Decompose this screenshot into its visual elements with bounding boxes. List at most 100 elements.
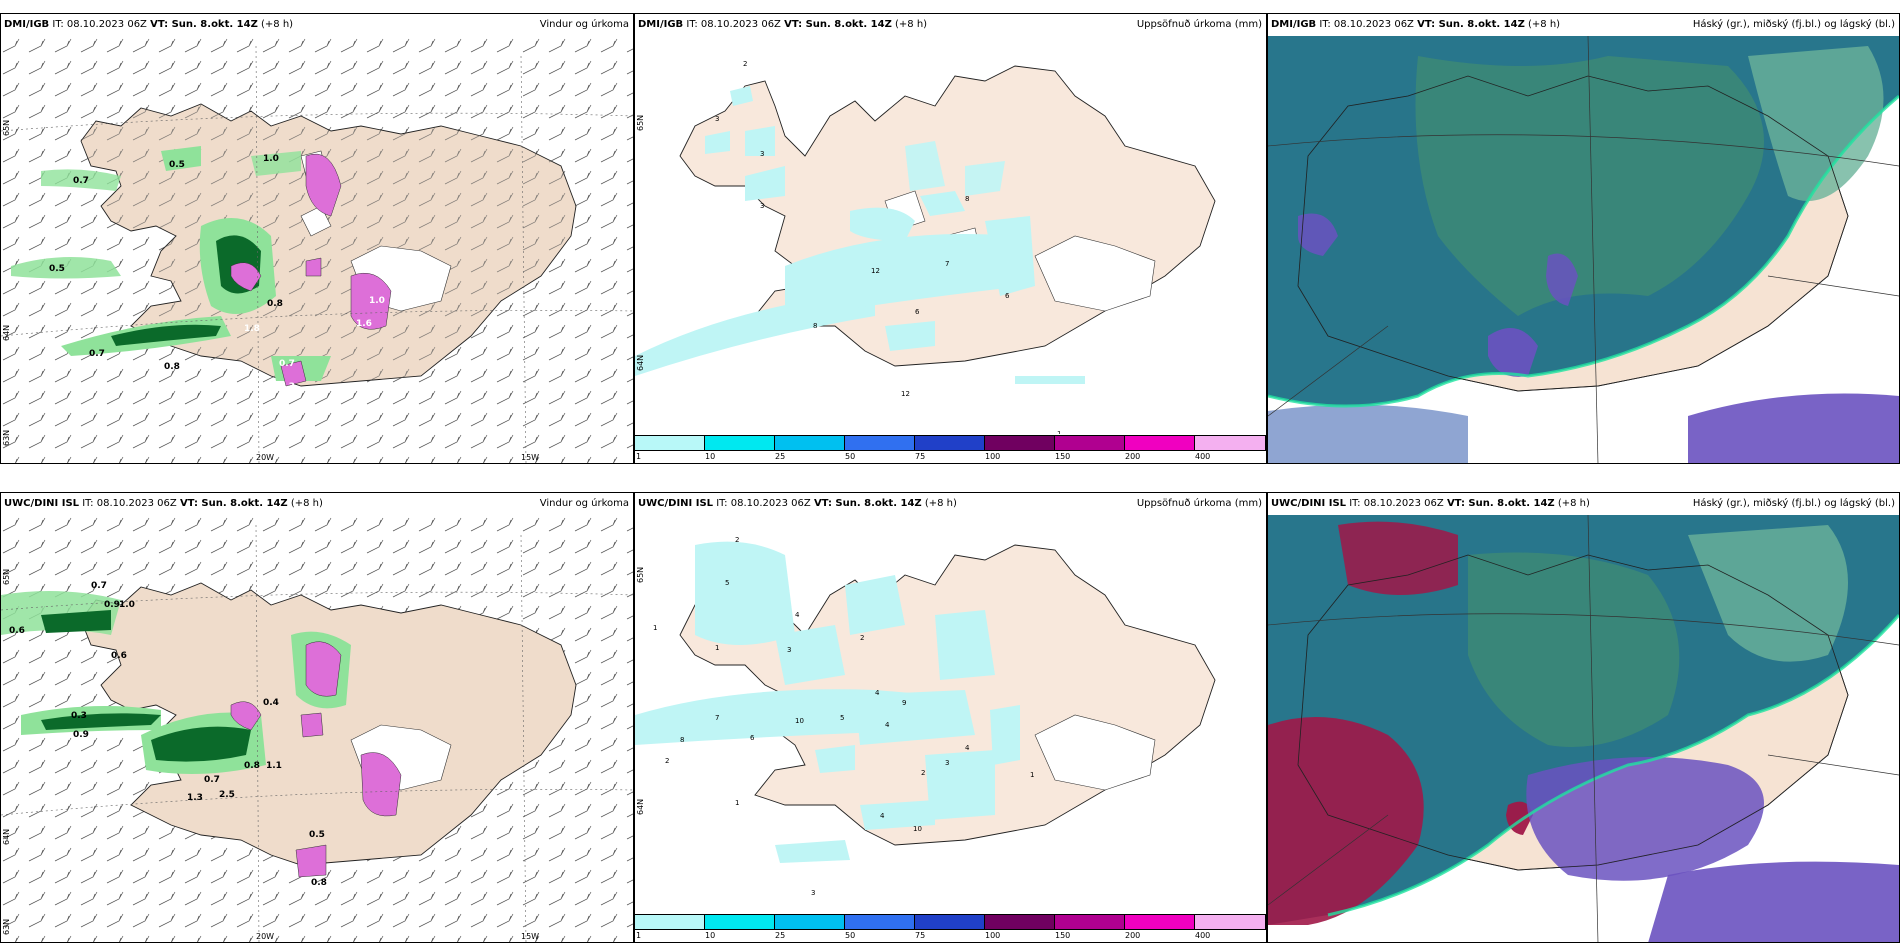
model-source: DMI/IGB [638, 19, 684, 30]
it-label: IT: [1349, 498, 1361, 509]
lat-label-65: 65N [2, 569, 11, 585]
panel-wind-precip-dmi: DMI/IGB IT: 08.10.2023 06Z VT: Sun. 8.ok… [0, 13, 634, 464]
precip-label: 0.7 [279, 359, 295, 369]
colorbar-swatch [1195, 914, 1266, 930]
colorbar-tick: 200 [1125, 931, 1141, 940]
lead-time: (+8 h) [1528, 19, 1561, 30]
it-label: IT: [1319, 19, 1331, 30]
lead-time: (+8 h) [924, 498, 957, 509]
lead-time: (+8 h) [1557, 498, 1590, 509]
accum-label: 7 [945, 260, 949, 268]
colorbar-swatch [985, 914, 1055, 930]
it-value: 08.10.2023 06Z [66, 19, 147, 30]
panel-header: UWC/DINI ISL IT: 08.10.2023 06Z VT: Sun.… [1, 493, 633, 515]
colorbar-swatch [775, 435, 845, 451]
colorbar-tick: 150 [1055, 452, 1071, 461]
precip-label: 1.3 [187, 793, 203, 803]
lead-time: (+8 h) [261, 19, 294, 30]
cloud-low-layer [1648, 861, 1899, 942]
colorbar-swatch [635, 435, 705, 451]
colorbar-tick: 25 [775, 452, 786, 461]
accum-label: 10 [913, 825, 922, 833]
lat-label-65: 65N [636, 115, 645, 131]
precip-label: 1.0 [369, 296, 385, 306]
vt-label: VT: Sun. 8.okt. 14Z [1446, 498, 1555, 509]
cloud-cover-map [1268, 515, 1899, 942]
model-source: UWC/DINI ISL [638, 498, 714, 509]
panel-header: DMI/IGB IT: 08.10.2023 06Z VT: Sun. 8.ok… [1268, 14, 1899, 36]
cloud-mid-layer [1415, 56, 1764, 316]
precip-label: 0.6 [9, 626, 25, 636]
colorbar-swatch [985, 435, 1055, 451]
colorbar-swatch [705, 914, 775, 930]
accum-label: 4 [880, 812, 885, 820]
accum-label: 9 [902, 699, 906, 707]
accum-label: 2 [665, 757, 669, 765]
colorbar-tick: 75 [915, 452, 926, 461]
accum-label: 3 [760, 150, 764, 158]
colorbar-swatch [915, 914, 985, 930]
accum-label: 4 [965, 744, 970, 752]
accum-label: 6 [750, 734, 755, 742]
accum-label: 3 [715, 115, 719, 123]
colorbar-tick: 75 [915, 931, 926, 940]
lon-label-20w: 20W [256, 453, 274, 462]
panel-header: UWC/DINI ISL IT: 08.10.2023 06Z VT: Sun.… [1268, 493, 1899, 515]
cloud-low-layer [1688, 393, 1899, 463]
precip-label: 1.0 [263, 154, 279, 164]
graticule [1268, 515, 1899, 942]
precip-colorbar: 1 10 25 50 75 100 150 200 400 [635, 435, 1266, 463]
precip-label: 0.7 [204, 775, 220, 785]
precip-colorbar: 1 10 25 50 75 100 150 200 400 [635, 914, 1266, 942]
panel-accum-precip-dmi: DMI/IGB IT: 08.10.2023 06Z VT: Sun. 8.ok… [634, 13, 1267, 464]
accum-label: 8 [680, 736, 684, 744]
vt-label: VT: Sun. 8.okt. 14Z [813, 498, 922, 509]
graticule [1268, 36, 1899, 463]
precip-label: 0.3 [71, 711, 87, 721]
accum-label: 12 [901, 390, 910, 398]
precip-label: 0.6 [111, 651, 127, 661]
accum-precip-map: 2 5 4 1 1 3 2 4 9 7 5 10 6 4 8 2 4 1 2 3… [635, 536, 1216, 897]
accum-label: 4 [875, 689, 880, 697]
accum-label: 2 [743, 60, 747, 68]
precip-label: 1.8 [244, 324, 260, 334]
precip-label: 0.5 [169, 160, 185, 170]
accum-label: 2 [921, 769, 925, 777]
accum-label: 6 [915, 308, 920, 316]
colorbar-tick: 200 [1125, 452, 1141, 461]
accum-shading [635, 541, 1020, 863]
wind-precip-map: 65N 64N 63N 20W 15W 0.7 0.5 1.0 0.5 0.8 … [1, 36, 633, 463]
land-outline [1297, 75, 1849, 392]
accum-label: 3 [787, 646, 791, 654]
graticule [1, 45, 633, 463]
precip-shading [11, 146, 392, 387]
model-source: DMI/IGB [4, 19, 50, 30]
colorbar-tick: 400 [1195, 931, 1211, 940]
land-iceland [80, 582, 577, 866]
colorbar-swatch [845, 435, 915, 451]
cloud-low-layer [1546, 253, 1578, 306]
it-label: IT: [716, 498, 728, 509]
it-value: 08.10.2023 06Z [730, 498, 811, 509]
panel-header: UWC/DINI ISL IT: 08.10.2023 06Z VT: Sun.… [635, 493, 1266, 515]
vt-label: VT: Sun. 8.okt. 14Z [179, 498, 288, 509]
precip-label: 0.9 [104, 600, 120, 610]
cloud-mid-layer [1468, 552, 1680, 747]
accum-label: 3 [811, 889, 815, 897]
panel-title: Uppsöfnuð úrkoma (mm) [1136, 498, 1262, 509]
panel-title: Vindur og úrkoma [539, 498, 629, 509]
lon-label-15w: 15W [521, 453, 539, 462]
accum-label: 3 [760, 202, 764, 210]
panel-accum-precip-uwc: UWC/DINI ISL IT: 08.10.2023 06Z VT: Sun.… [634, 492, 1267, 943]
lead-time: (+8 h) [290, 498, 323, 509]
panel-header: DMI/IGB IT: 08.10.2023 06Z VT: Sun. 8.ok… [1, 14, 633, 36]
cloud-low-layer [1488, 328, 1538, 377]
cloud-mid-layer [1688, 525, 1848, 662]
colorbar-swatch [635, 914, 705, 930]
colorbar-tick: 10 [705, 931, 716, 940]
it-value: 08.10.2023 06Z [96, 498, 177, 509]
colorbar-tick: 1 [636, 931, 642, 940]
accum-label: 3 [945, 759, 949, 767]
cloud-edge [1327, 614, 1899, 917]
accum-label: 5 [840, 714, 844, 722]
